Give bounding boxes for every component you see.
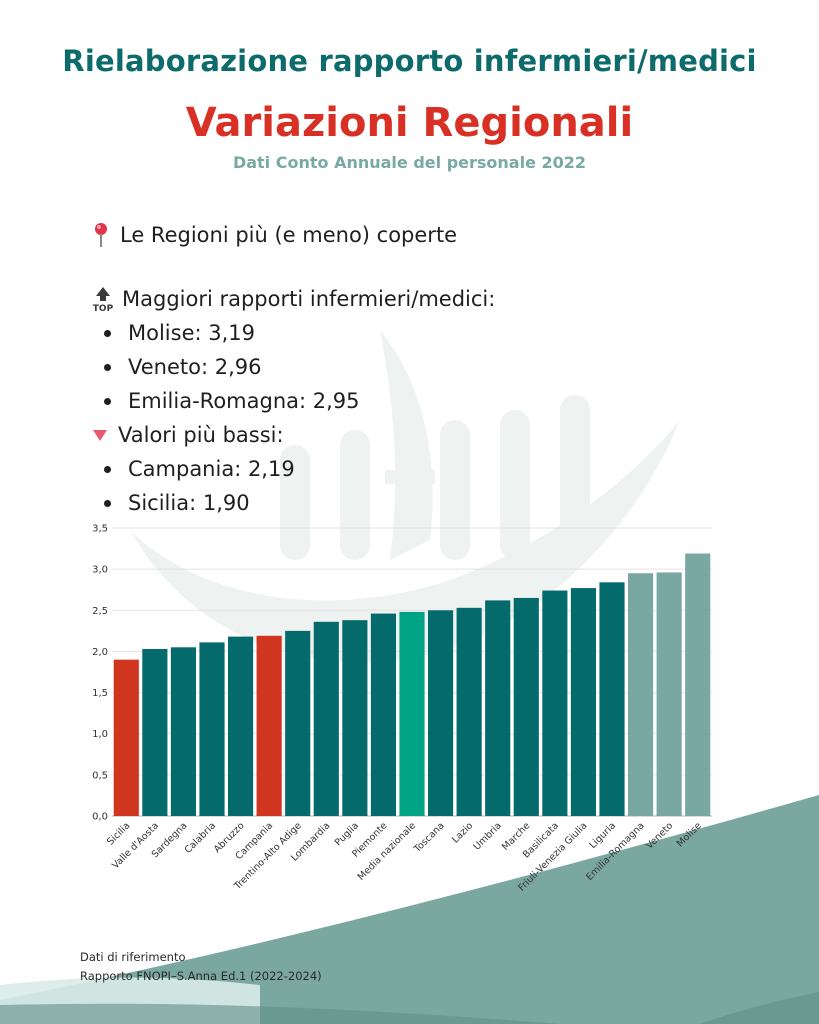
footer-reference: Rapporto FNOPI–S.Anna Ed.1 (2022-2024)	[80, 969, 322, 983]
bar-puglia	[342, 620, 368, 816]
y-tick-label: 3,5	[92, 524, 108, 535]
bar-sardegna	[170, 647, 196, 816]
page-title: Variazioni Regionali	[185, 100, 634, 146]
top-heading: TOP Maggiori rapporti infermieri/medici:	[90, 282, 710, 316]
bar-valle-d-aosta	[142, 648, 168, 816]
top-icon: TOP	[93, 287, 114, 313]
bar-sicilia	[113, 659, 139, 816]
bar-campania	[256, 635, 282, 816]
x-tick-label: Veneto	[644, 820, 675, 851]
summary-intro: Le Regioni più (e meno) coperte	[90, 218, 710, 252]
bar-media-nazionale	[399, 611, 425, 816]
x-tick-label: Umbria	[472, 820, 504, 852]
bar-lazio	[456, 607, 482, 816]
bar-friuli-venezia-giulia	[570, 588, 596, 816]
bar-basilicata	[542, 590, 568, 816]
y-tick-label: 2,5	[92, 606, 108, 617]
bar-trentino-alto-adige	[285, 630, 311, 816]
bar-molise	[685, 553, 711, 816]
x-tick-label: Molise	[675, 820, 704, 849]
bar-abruzzo	[228, 636, 254, 816]
low-heading: Valori più bassi:	[90, 418, 710, 452]
bar-veneto	[656, 572, 682, 816]
x-tick-label: Toscana	[411, 820, 446, 855]
pin-icon	[95, 223, 107, 247]
summary-intro-text: Le Regioni più (e meno) coperte	[120, 223, 458, 247]
list-item: Emilia-Romagna: 2,95	[90, 384, 710, 418]
x-tick-label: Lazio	[450, 820, 475, 845]
y-tick-label: 0,0	[92, 812, 108, 823]
svg-text:TOP: TOP	[93, 304, 114, 313]
bar-lombardia	[313, 621, 339, 816]
down-triangle-icon	[93, 430, 107, 441]
footer-label: Dati di riferimento	[80, 950, 186, 964]
bar-toscana	[428, 610, 454, 816]
y-tick-label: 0,5	[92, 770, 108, 781]
header-title: Rielaborazione rapporto infermieri/medic…	[62, 44, 757, 78]
list-item: Campania: 2,19	[90, 452, 710, 486]
y-tick-label: 1,5	[92, 688, 108, 699]
x-tick-label: Sicilia	[105, 820, 132, 847]
bar-piemonte	[370, 613, 396, 816]
list-item: Veneto: 2,96	[90, 350, 710, 384]
bar-calabria	[199, 642, 225, 816]
y-tick-label: 1,0	[92, 729, 108, 740]
top-heading-text: Maggiori rapporti infermieri/medici:	[122, 287, 496, 311]
x-tick-label: Calabria	[183, 820, 219, 856]
page-subtitle: Dati Conto Annuale del personale 2022	[232, 153, 587, 172]
bar-umbria	[485, 600, 511, 816]
footer-source: Dati di riferimento Rapporto FNOPI–S.Ann…	[80, 948, 322, 986]
bar-liguria	[599, 582, 625, 816]
y-tick-label: 3,0	[92, 565, 108, 576]
low-heading-text: Valori più bassi:	[118, 423, 284, 447]
bar-marche	[513, 597, 539, 816]
summary-block: Le Regioni più (e meno) coperte TOP Magg…	[90, 218, 710, 520]
list-item: Molise: 3,19	[90, 316, 710, 350]
list-item: Sicilia: 1,90	[90, 486, 710, 520]
y-tick-label: 2,0	[92, 647, 108, 658]
bar-emilia-romagna	[628, 573, 654, 816]
